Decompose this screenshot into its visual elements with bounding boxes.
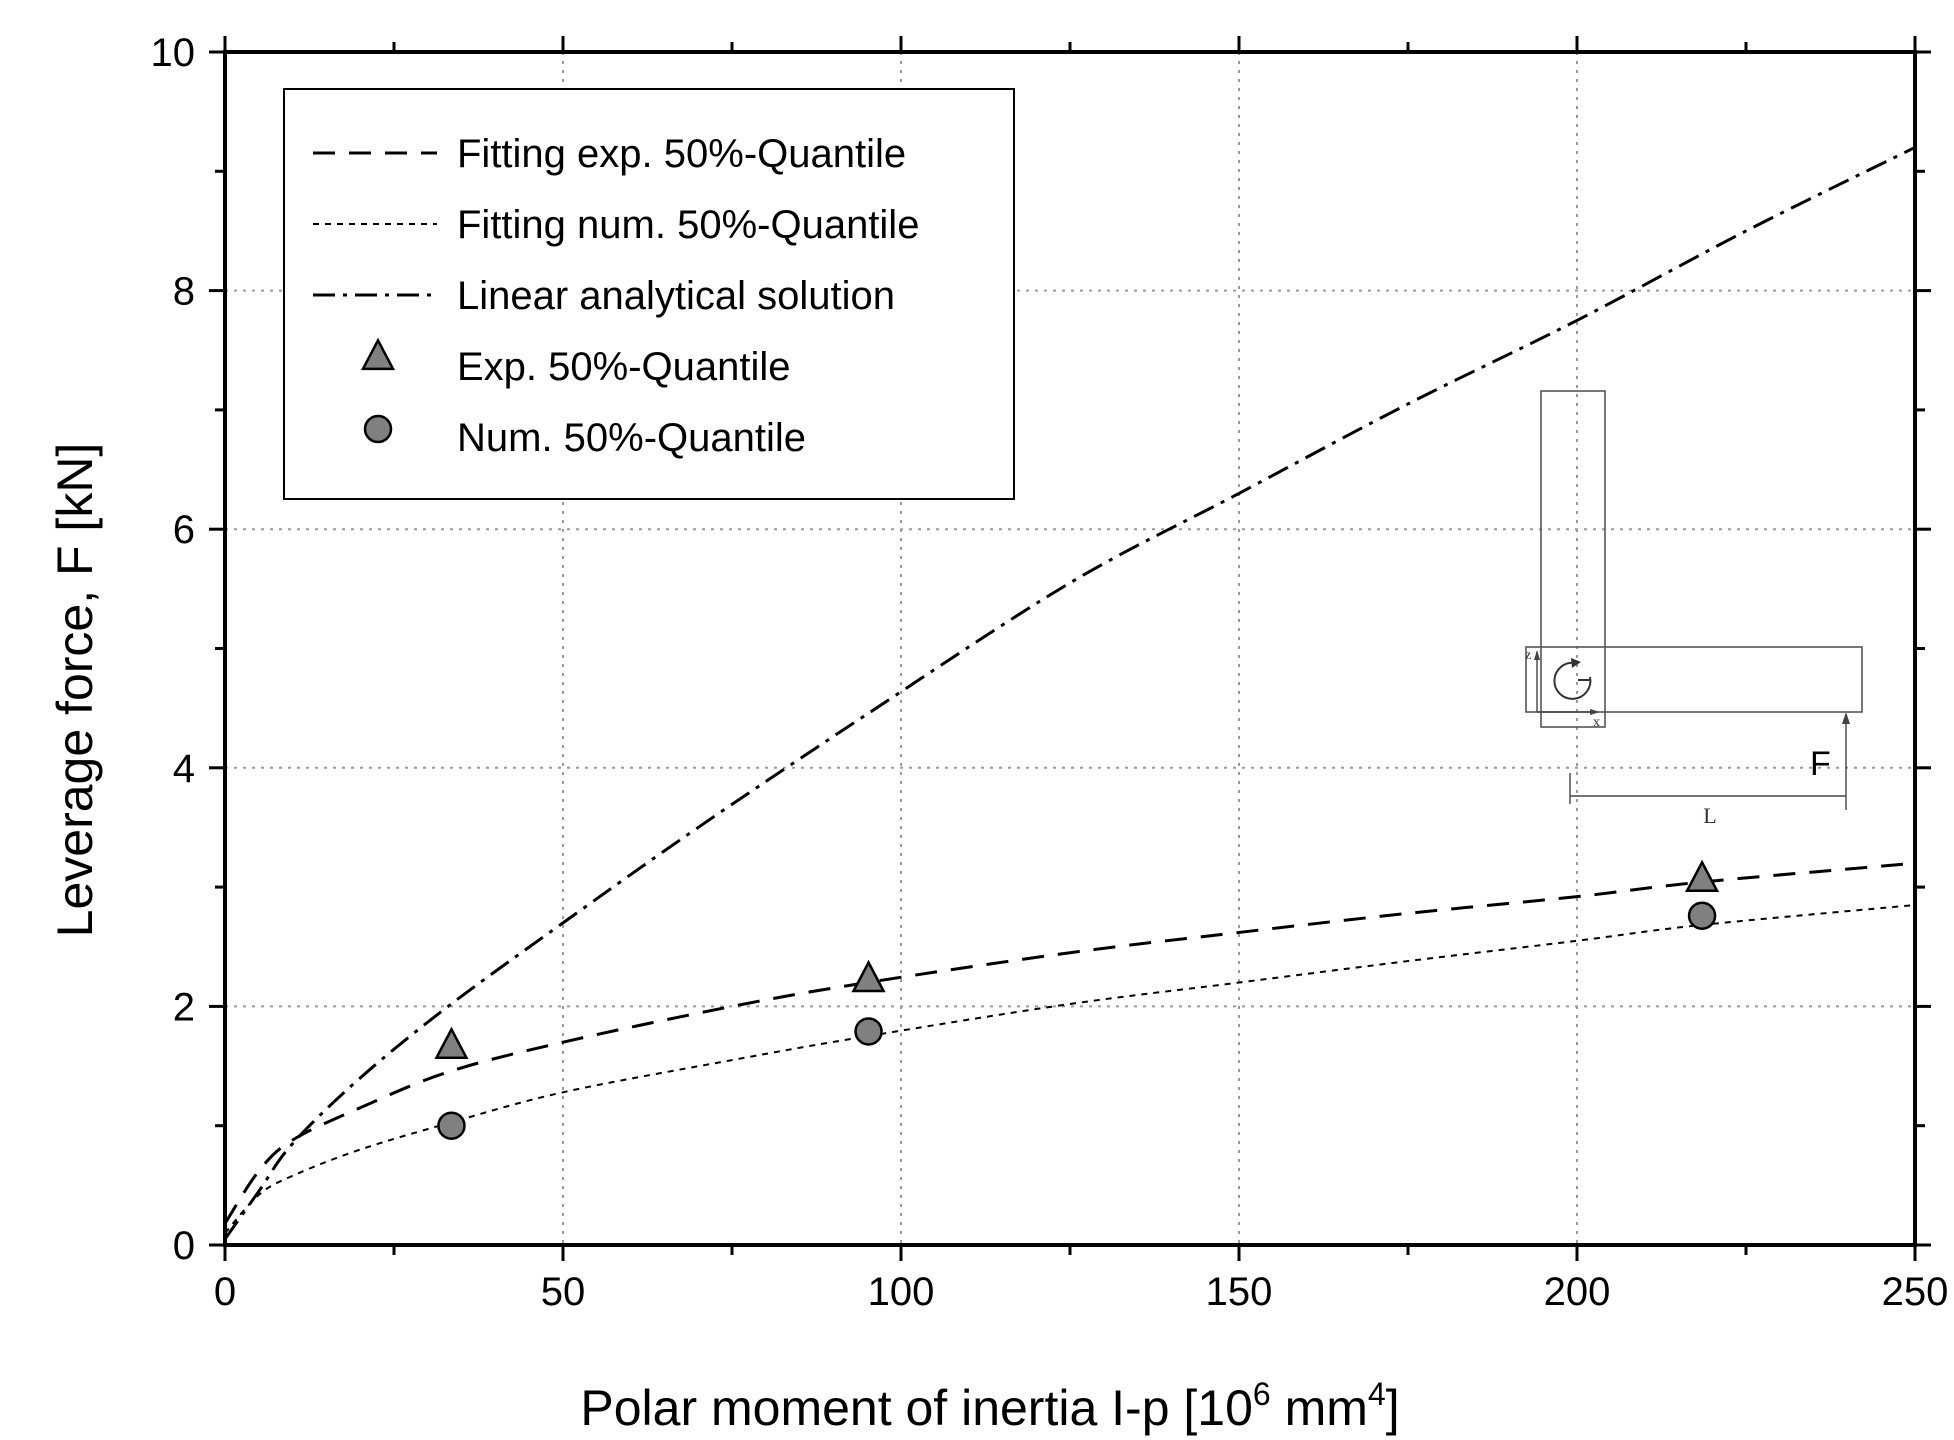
axis-ticks (209, 36, 1931, 1261)
series-line-1 (224, 903, 1916, 1234)
inset-force-label: F (1810, 745, 1831, 783)
y-tick-label: 4 (173, 747, 195, 791)
tick-labels: 0 50 100 150 200 250 0 2 4 6 8 10 (151, 31, 1949, 1314)
x-tick-label: 200 (1544, 1270, 1611, 1314)
y-tick-label: 0 (173, 1224, 195, 1268)
legend-label-3: Exp. 50%-Quantile (457, 345, 791, 389)
series-layer (223, 146, 1916, 1240)
y-tick-label: 2 (173, 985, 195, 1029)
x-tick-label: 250 (1882, 1270, 1949, 1314)
legend-label-2: Linear analytical solution (457, 274, 895, 318)
markers-layer (434, 859, 1720, 1140)
y-tick-label: 6 (173, 508, 195, 552)
beam-sketch: z x F L (1525, 390, 1863, 828)
series-line-2 (223, 146, 1916, 1240)
point-exp (1684, 859, 1720, 893)
inset-x-label: x (1593, 715, 1600, 730)
y-axis-title: Leverage force, F [kN] (47, 443, 103, 938)
point-num (437, 1111, 466, 1140)
legend-swatch-3 (360, 337, 396, 371)
point-num (1687, 901, 1717, 930)
legend-box (283, 88, 1015, 500)
vertical-beam (1540, 390, 1606, 728)
series-line-0 (223, 861, 1916, 1225)
legend-swatch-4 (363, 414, 393, 444)
horizontal-beam (1525, 646, 1863, 713)
x-tick-label: 150 (1206, 1270, 1273, 1314)
legend-label-4: Num. 50%-Quantile (457, 416, 806, 460)
rotation-icon (1553, 661, 1592, 700)
x-tick-label: 50 (541, 1270, 586, 1314)
x-tick-label: 0 (214, 1270, 236, 1314)
y-tick-label: 10 (151, 31, 196, 75)
point-num (854, 1017, 883, 1046)
inset-z-label: z (1525, 648, 1531, 663)
point-exp (434, 1026, 469, 1060)
x-tick-label: 100 (868, 1270, 935, 1314)
point-exp (851, 959, 886, 993)
legend-label-1: Fitting num. 50%-Quantile (457, 203, 919, 247)
legend-label-0: Fitting exp. 50%-Quantile (457, 132, 906, 176)
inset-length-label: L (1703, 803, 1716, 828)
x-axis-title: Polar moment of inertia I-p [106 mm4] (580, 1376, 1399, 1436)
y-tick-label: 8 (173, 270, 195, 314)
legend: Fitting exp. 50%-Quantile Fitting num. 50… (283, 88, 1015, 500)
